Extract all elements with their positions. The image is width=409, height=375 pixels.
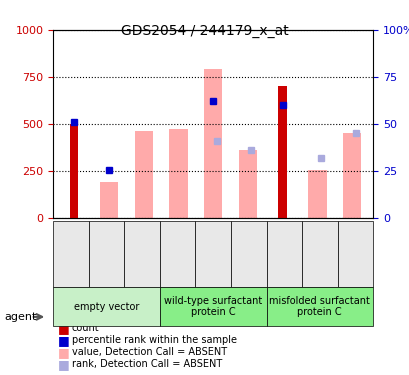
Text: ■: ■ (57, 334, 69, 346)
Bar (308, 170, 326, 217)
Text: rank, Detection Call = ABSENT: rank, Detection Call = ABSENT (72, 359, 221, 369)
Text: empty vector: empty vector (74, 302, 139, 312)
Bar (134, 131, 153, 218)
Text: misfolded surfactant
protein C: misfolded surfactant protein C (269, 296, 369, 317)
Bar (342, 133, 360, 218)
Text: value, Detection Call = ABSENT: value, Detection Call = ABSENT (72, 347, 226, 357)
Text: GDS2054 / 244179_x_at: GDS2054 / 244179_x_at (121, 24, 288, 38)
Bar (204, 69, 222, 218)
Bar (99, 182, 118, 218)
Text: ■: ■ (57, 322, 69, 334)
Text: wild-type surfactant
protein C: wild-type surfactant protein C (164, 296, 262, 317)
Bar (238, 150, 256, 217)
Text: agent: agent (4, 312, 36, 322)
Text: count: count (72, 323, 99, 333)
Text: ■: ■ (57, 358, 69, 370)
Text: percentile rank within the sample: percentile rank within the sample (72, 335, 236, 345)
Text: ■: ■ (57, 346, 69, 358)
Bar (278, 86, 286, 218)
Bar (169, 129, 187, 218)
Bar (70, 124, 78, 218)
